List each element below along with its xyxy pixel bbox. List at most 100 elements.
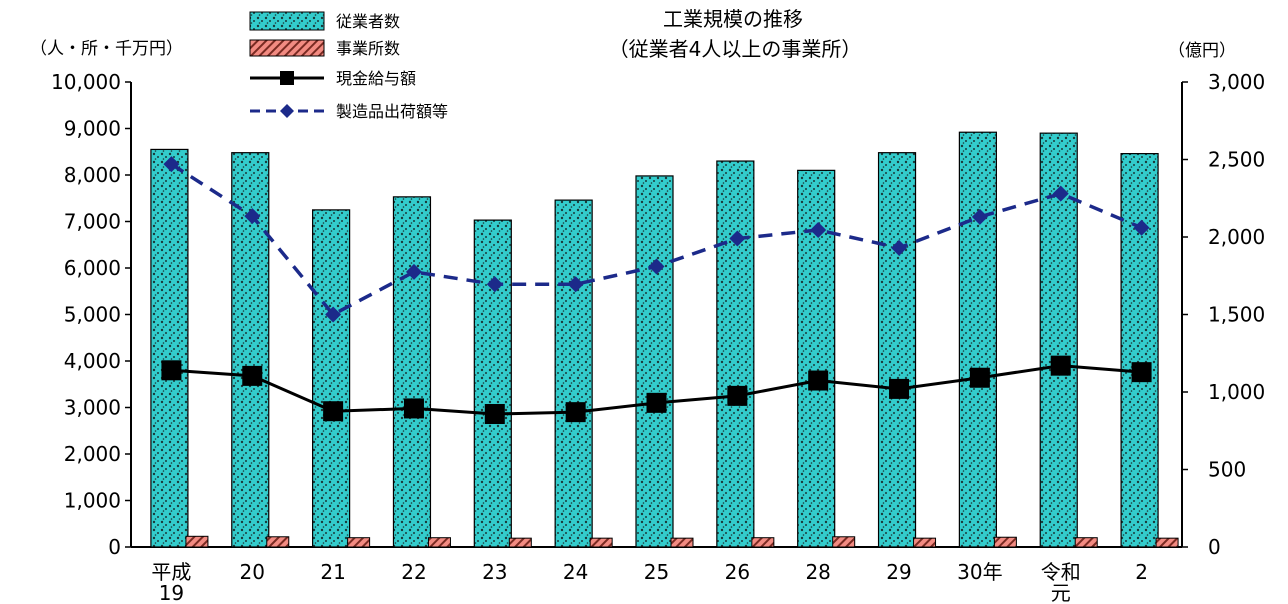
- shipments-point: [405, 263, 422, 280]
- left-tick-label: 8,000: [64, 163, 121, 187]
- left-tick-label: 1,000: [64, 489, 121, 513]
- employees-bar: [958, 131, 997, 548]
- x-tick-label: 平成: [151, 560, 191, 584]
- employees-bar: [392, 196, 432, 548]
- wages-point: [565, 402, 586, 423]
- legend-marker-wages: [280, 71, 294, 85]
- right-tick-label: 1,000: [1208, 380, 1265, 404]
- left-tick-label: 6,000: [64, 256, 121, 280]
- x-tick-label: 20: [240, 560, 265, 584]
- x-tick-label: 25: [644, 560, 669, 584]
- wages-point: [646, 392, 667, 413]
- left-tick-label: 10,000: [51, 70, 121, 94]
- establishments-bar: [751, 537, 775, 548]
- establishments-bar: [832, 536, 856, 548]
- x-tick-label: 元: [1051, 581, 1071, 604]
- x-tick-label: 19: [159, 581, 184, 604]
- wages-point: [1131, 362, 1152, 383]
- x-tick-label: 28: [805, 560, 830, 584]
- establishments-bar: [1155, 537, 1179, 548]
- wages-point: [323, 401, 344, 422]
- wages-point: [969, 367, 990, 388]
- left-axis-ticks: 0 1,000 2,000 3,000 4,000 5,000 6,000 7,000 8,00…: [51, 70, 131, 559]
- line-series: [161, 156, 1152, 425]
- x-tick-label: 30年: [957, 560, 1002, 584]
- wages-point: [808, 370, 829, 391]
- wages-point: [889, 378, 910, 399]
- chart-subtitle: （従業者4人以上の事業所）: [609, 37, 862, 61]
- x-tick-label: 23: [482, 560, 507, 584]
- chart-title: 工業規模の推移: [663, 7, 803, 31]
- legend-swatch-employees: [249, 11, 325, 31]
- bar-series: [150, 131, 1179, 548]
- employees-bar: [1039, 132, 1078, 548]
- left-tick-label: 0: [108, 535, 121, 559]
- shipments-point: [1052, 185, 1069, 202]
- employees-bar: [473, 219, 512, 548]
- left-tick-label: 3,000: [64, 396, 121, 420]
- right-tick-label: 0: [1208, 535, 1221, 559]
- x-tick-label: 令和: [1041, 560, 1081, 584]
- shipments-point: [891, 239, 908, 256]
- right-tick-label: 1,500: [1208, 303, 1265, 327]
- legend-label-wages: 現金給与額: [336, 69, 416, 88]
- establishments-bar: [670, 537, 694, 548]
- establishments-bar: [589, 537, 613, 548]
- legend-label-shipments: 製造品出荷額等: [336, 102, 448, 121]
- establishments-bar: [913, 537, 937, 548]
- legend-swatch-establishments: [249, 39, 325, 57]
- wages-point: [242, 365, 263, 386]
- shipments-point: [244, 208, 261, 225]
- employees-bar: [877, 152, 917, 548]
- employees-bar: [554, 199, 593, 548]
- employees-bar: [312, 209, 351, 548]
- x-tick-label: 29: [886, 560, 911, 584]
- x-tick-label: 26: [725, 560, 750, 584]
- establishments-bar: [508, 537, 532, 548]
- legend: 従業者数 事業所数 現金給与額 製造品出荷額等: [249, 11, 448, 121]
- shipments-point: [567, 276, 584, 293]
- left-tick-label: 5,000: [64, 303, 121, 327]
- legend-label-establishments: 事業所数: [336, 39, 400, 58]
- x-tick-label: 24: [563, 560, 588, 584]
- right-tick-label: 3,000: [1208, 70, 1265, 94]
- wages-point: [161, 360, 182, 381]
- left-tick-label: 4,000: [64, 349, 121, 373]
- establishments-bar: [266, 536, 290, 548]
- shipments-point: [971, 208, 988, 225]
- establishments-bar: [993, 536, 1017, 548]
- legend-marker-shipments: [280, 104, 294, 118]
- employees-bar: [150, 148, 189, 548]
- wages-point: [484, 404, 505, 425]
- right-tick-label: 2,000: [1208, 225, 1265, 249]
- legend-label-employees: 従業者数: [336, 12, 400, 31]
- employees-bar: [1120, 153, 1159, 548]
- establishments-bar: [347, 537, 371, 548]
- shipments-point: [163, 156, 180, 173]
- wages-point: [727, 385, 748, 406]
- right-axis-unit: （億円）: [1168, 41, 1236, 61]
- right-tick-label: 500: [1208, 458, 1246, 482]
- x-tick-label: 22: [401, 560, 426, 584]
- left-tick-label: 2,000: [64, 442, 121, 466]
- left-tick-label: 7,000: [64, 210, 121, 234]
- right-axis-ticks: 0 500 1,000 1,500 2,000 2,500 3,000: [1182, 70, 1265, 559]
- shipments-point: [729, 230, 746, 247]
- shipments-point: [486, 276, 503, 293]
- employees-bar: [635, 175, 674, 548]
- employees-bar: [716, 160, 755, 548]
- wages-point: [1050, 355, 1071, 376]
- establishments-bar: [427, 537, 451, 548]
- shipments-point: [1133, 219, 1150, 236]
- left-tick-label: 9,000: [64, 117, 121, 141]
- x-tick-label: 2: [1135, 560, 1148, 584]
- shipments-point: [648, 258, 665, 275]
- establishments-bar: [185, 535, 209, 548]
- wages-point: [403, 398, 424, 419]
- right-tick-label: 2,500: [1208, 148, 1265, 172]
- shipments-point: [325, 306, 342, 323]
- x-tick-label: 21: [320, 560, 345, 584]
